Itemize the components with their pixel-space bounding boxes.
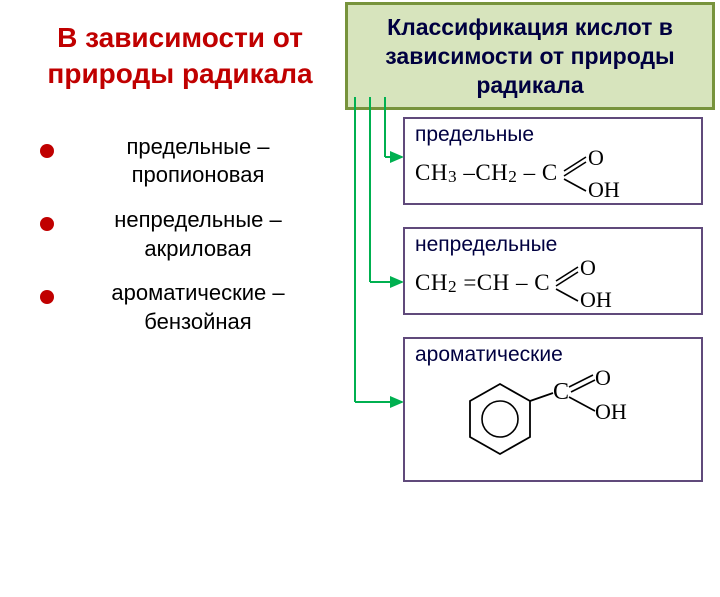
bullet-label: предельные – пропионовая — [66, 133, 330, 190]
bullet-list: предельные – пропионовая непредельные – … — [30, 133, 330, 337]
cooh-group-icon: O OH — [562, 149, 626, 197]
bullet-label: ароматические – бензойная — [66, 279, 330, 336]
slide-title: В зависимости от природы радикала — [30, 20, 330, 93]
svg-text:OH: OH — [580, 287, 612, 307]
formula-saturated: CH3 –CH2 – C O OH — [415, 149, 691, 197]
left-column: В зависимости от природы радикала предел… — [0, 0, 340, 362]
category-label: предельные — [415, 123, 691, 147]
list-item: ароматические – бензойная — [40, 279, 330, 336]
list-item: предельные – пропионовая — [40, 133, 330, 190]
category-label: непредельные — [415, 233, 691, 257]
category-box-saturated: предельные CH3 –CH2 – C O OH — [403, 117, 703, 205]
classification-header: Классификация кислот в зависимости от пр… — [345, 2, 715, 110]
cooh-group-icon: O OH — [554, 259, 618, 307]
bullet-icon — [40, 217, 54, 231]
svg-text:OH: OH — [588, 177, 620, 197]
formula-unsaturated: CH2 =CH – C O OH — [415, 259, 691, 307]
bullet-icon — [40, 290, 54, 304]
formula-chain: CH3 –CH2 – C — [415, 160, 558, 187]
category-box-aromatic: ароматические C O OH — [403, 337, 703, 482]
formula-aromatic: C O OH — [445, 369, 645, 479]
formula-chain: CH2 =CH – C — [415, 270, 550, 297]
category-label: ароматические — [415, 343, 691, 367]
svg-text:C: C — [553, 379, 569, 405]
bullet-icon — [40, 144, 54, 158]
category-box-unsaturated: непредельные CH2 =CH – C O OH — [403, 227, 703, 315]
right-column: Классификация кислот в зависимости от пр… — [345, 2, 715, 110]
svg-text:O: O — [588, 149, 604, 170]
list-item: непредельные – акриловая — [40, 206, 330, 263]
svg-text:OH: OH — [595, 399, 627, 424]
bullet-label: непредельные – акриловая — [66, 206, 330, 263]
svg-text:O: O — [580, 259, 596, 280]
svg-text:O: O — [595, 369, 611, 390]
